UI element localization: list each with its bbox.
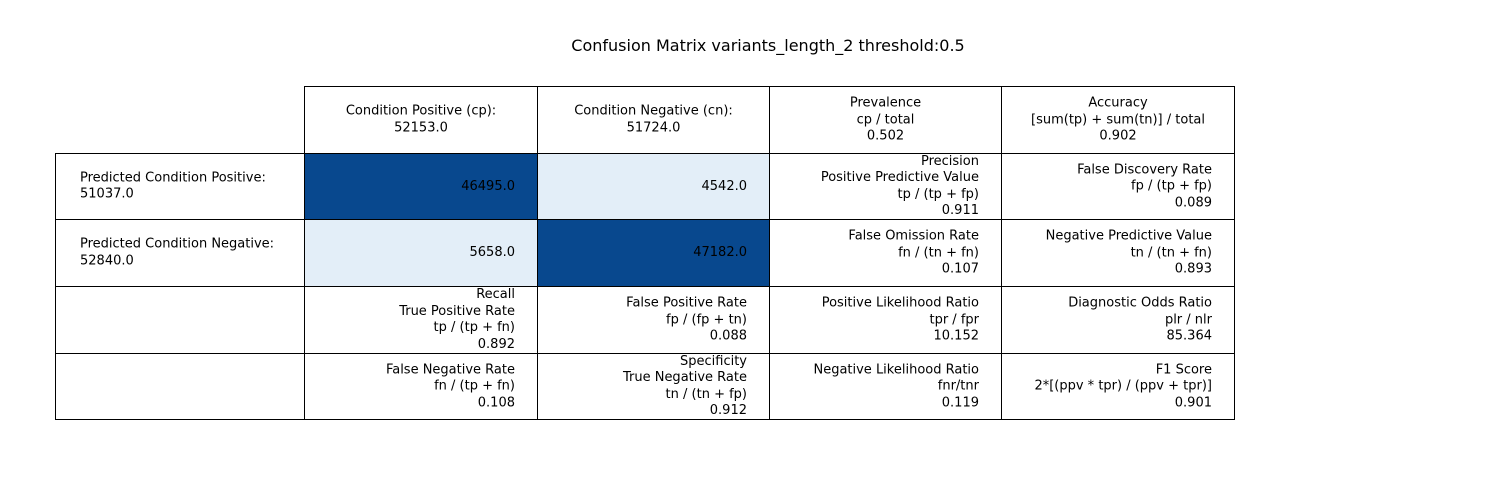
negative-likelihood-ratio-cell: Negative Likelihood Ratio fnr/tnr 0.119 xyxy=(769,353,1002,420)
true-positive-cell: 46495.0 xyxy=(304,153,538,220)
condition-negative-cell: Condition Negative (cn): 51724.0 xyxy=(537,86,770,154)
accuracy-cell: Accuracy [sum(tp) + sum(tn)] / total 0.9… xyxy=(1001,86,1235,154)
cell-text: Positive Likelihood Ratio tpr / fpr 10.1… xyxy=(821,295,979,344)
f1-score-cell: F1 Score 2*[(ppv * tpr) / (ppv + tpr)] 0… xyxy=(1001,353,1235,420)
cell-text: Prevalence cp / total 0.502 xyxy=(849,95,922,144)
condition-positive-cell: Condition Positive (cp): 52153.0 xyxy=(304,86,538,154)
cell-text: Accuracy [sum(tp) + sum(tn)] / total 0.9… xyxy=(1031,95,1205,144)
cell-text: Specificity True Negative Rate tn / (tn … xyxy=(622,353,747,419)
positive-likelihood-ratio-cell: Positive Likelihood Ratio tpr / fpr 10.1… xyxy=(769,286,1002,354)
prevalence-cell: Prevalence cp / total 0.502 xyxy=(769,86,1002,154)
empty-row-label-cell xyxy=(55,286,305,354)
cell-text: False Discovery Rate fp / (tp + fp) 0.08… xyxy=(1077,161,1212,210)
true-negative-cell: 47182.0 xyxy=(537,219,770,287)
cell-text: Predicted Condition Positive: 51037.0 xyxy=(80,170,266,202)
cell-text: Precision Positive Predictive Value tp /… xyxy=(820,153,979,219)
cell-text: Recall True Positive Rate tp / (tp + fn)… xyxy=(399,287,515,352)
false-discovery-rate-cell: False Discovery Rate fp / (tp + fp) 0.08… xyxy=(1001,153,1235,220)
cell-text: 46495.0 xyxy=(461,178,515,194)
cell-text: Condition Negative (cn): 51724.0 xyxy=(574,103,733,136)
precision-cell: Precision Positive Predictive Value tp /… xyxy=(769,153,1002,220)
cell-text: 5658.0 xyxy=(469,244,516,260)
cell-text: 47182.0 xyxy=(693,244,747,260)
specificity-cell: Specificity True Negative Rate tn / (tn … xyxy=(537,353,770,420)
false-negative-rate-cell: False Negative Rate fn / (tp + fn) 0.108 xyxy=(304,353,538,420)
false-omission-rate-cell: False Omission Rate fn / (tn + fn) 0.107 xyxy=(769,219,1002,287)
predicted-negative-cell: Predicted Condition Negative: 52840.0 xyxy=(55,219,305,287)
diagnostic-odds-ratio-cell: Diagnostic Odds Ratio plr / nlr 85.364 xyxy=(1001,286,1235,354)
predicted-positive-cell: Predicted Condition Positive: 51037.0 xyxy=(55,153,305,220)
empty-row-label-cell xyxy=(55,353,305,420)
recall-cell: Recall True Positive Rate tp / (tp + fn)… xyxy=(304,286,538,354)
cell-text: Negative Predictive Value tn / (tn + fn)… xyxy=(1045,228,1212,277)
chart-title: Confusion Matrix variants_length_2 thres… xyxy=(571,36,965,55)
cell-text: False Positive Rate fp / (fp + tn) 0.088 xyxy=(626,295,747,344)
cell-text: Predicted Condition Negative: 52840.0 xyxy=(80,236,275,269)
false-negative-cell: 5658.0 xyxy=(304,219,538,287)
cell-text: F1 Score 2*[(ppv * tpr) / (ppv + tpr)] 0… xyxy=(1034,361,1212,410)
negative-predictive-value-cell: Negative Predictive Value tn / (tn + fn)… xyxy=(1001,219,1235,287)
cell-text: Diagnostic Odds Ratio plr / nlr 85.364 xyxy=(1068,295,1212,344)
false-positive-cell: 4542.0 xyxy=(537,153,770,220)
cell-text: False Negative Rate fn / (tp + fn) 0.108 xyxy=(385,361,515,410)
cell-text: Negative Likelihood Ratio fnr/tnr 0.119 xyxy=(813,361,979,410)
cell-text: False Omission Rate fn / (tn + fn) 0.107 xyxy=(848,228,979,277)
false-positive-rate-cell: False Positive Rate fp / (fp + tn) 0.088 xyxy=(537,286,770,354)
cell-text: Condition Positive (cp): 52153.0 xyxy=(345,103,497,136)
cell-text: 4542.0 xyxy=(701,178,748,194)
